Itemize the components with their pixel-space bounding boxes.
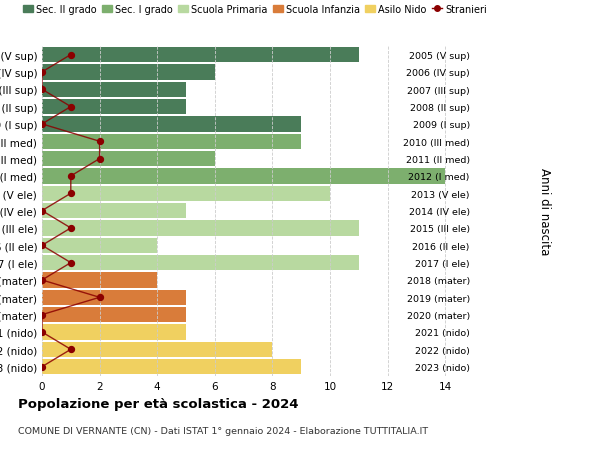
Point xyxy=(37,242,47,249)
Point xyxy=(37,86,47,94)
Point xyxy=(95,294,104,301)
Text: Popolazione per età scolastica - 2024: Popolazione per età scolastica - 2024 xyxy=(18,397,299,410)
Bar xyxy=(42,290,186,305)
Point xyxy=(37,329,47,336)
Y-axis label: Anni di nascita: Anni di nascita xyxy=(538,168,551,255)
Bar xyxy=(42,186,330,202)
Point xyxy=(37,69,47,76)
Point xyxy=(66,259,76,267)
Point xyxy=(66,52,76,59)
Text: COMUNE DI VERNANTE (CN) - Dati ISTAT 1° gennaio 2024 - Elaborazione TUTTITALIA.I: COMUNE DI VERNANTE (CN) - Dati ISTAT 1° … xyxy=(18,426,428,435)
Bar xyxy=(42,221,359,236)
Point xyxy=(95,138,104,146)
Point xyxy=(37,277,47,284)
Point xyxy=(37,311,47,319)
Bar xyxy=(42,100,186,115)
Point xyxy=(95,156,104,163)
Bar xyxy=(42,325,186,340)
Bar xyxy=(42,83,186,98)
Legend: Sec. II grado, Sec. I grado, Scuola Primaria, Scuola Infanzia, Asilo Nido, Stran: Sec. II grado, Sec. I grado, Scuola Prim… xyxy=(23,5,487,15)
Bar xyxy=(42,273,157,288)
Point xyxy=(37,363,47,370)
Bar xyxy=(42,48,359,63)
Bar xyxy=(42,134,301,150)
Bar xyxy=(42,342,272,357)
Point xyxy=(37,207,47,215)
Point xyxy=(66,173,76,180)
Bar xyxy=(42,308,186,323)
Bar xyxy=(42,203,186,219)
Bar xyxy=(42,151,215,167)
Bar xyxy=(42,117,301,132)
Point xyxy=(37,121,47,129)
Bar xyxy=(42,359,301,375)
Bar xyxy=(42,238,157,253)
Point xyxy=(66,225,76,232)
Bar xyxy=(42,65,215,80)
Point xyxy=(66,104,76,111)
Bar xyxy=(42,256,359,271)
Point xyxy=(66,190,76,197)
Point xyxy=(66,346,76,353)
Bar xyxy=(42,169,445,184)
